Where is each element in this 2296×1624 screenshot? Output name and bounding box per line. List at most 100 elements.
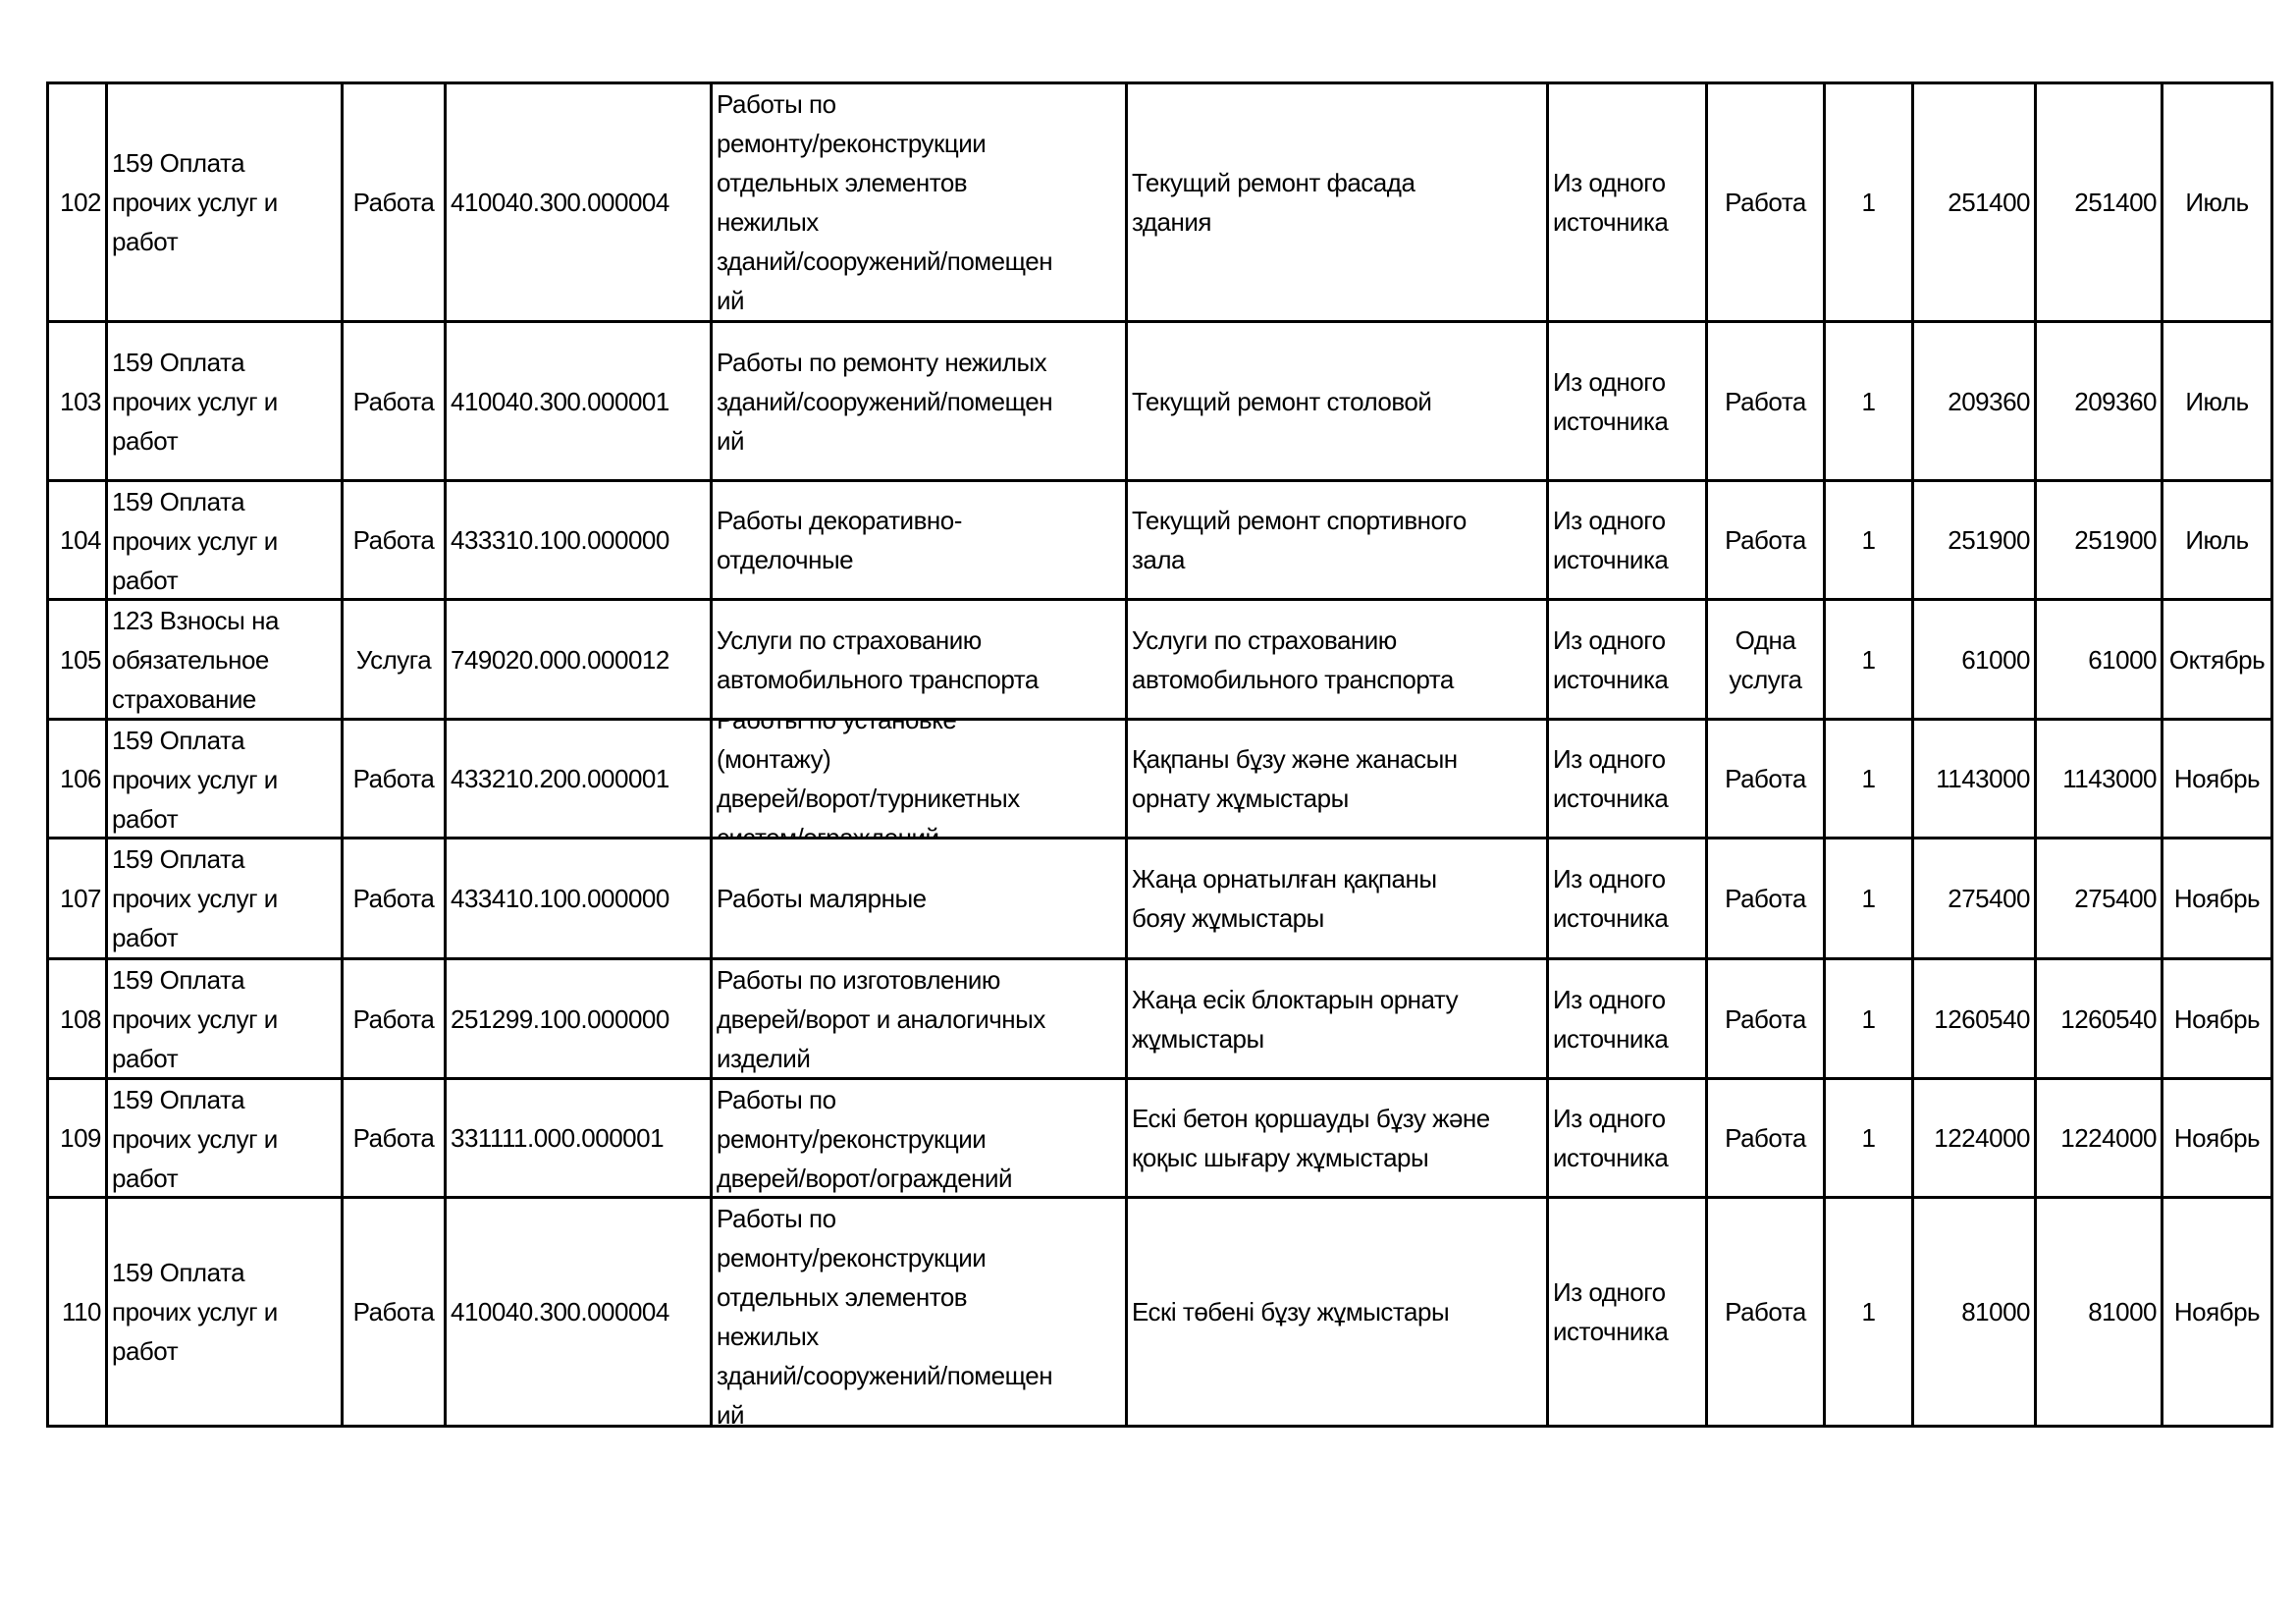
budget-article: 159 Оплата прочих услуг и работ [112,347,278,456]
item-code: 251299.100.000000 [451,1003,669,1034]
row-number: 103 [60,386,101,416]
quantity-cell: 1 [1823,1077,1914,1199]
table-row: 110 159 Оплата прочих услуг и работ Работа… [46,1196,2273,1428]
budget-article: 159 Оплата прочих услуг и работ [112,148,278,256]
item-name: Услуги по страхованию автомобильного тра… [717,624,1039,694]
budget-article-cell: 159 Оплата прочих услуг и работ [105,1196,344,1428]
procurement-month-cell: Июль [2161,320,2273,482]
item-name-cell: Работы по ремонту/реконструкции отдельны… [710,81,1128,323]
item-code-cell: 433410.100.000000 [444,837,713,960]
row-number: 108 [60,1003,101,1034]
total-sum: 1224000 [2060,1123,2157,1153]
budget-article: 159 Оплата прочих услуг и работ [112,1085,278,1193]
unit-price: 251400 [1948,188,2030,217]
item-type-cell: Работа [341,479,447,601]
total-sum-cell: 1260540 [2034,957,2163,1080]
budget-article-cell: 123 Взносы на обязательное страхование [105,598,344,721]
unit: Работа [1725,764,1806,793]
unit: Одна услуга [1729,624,1802,694]
unit: Работа [1725,525,1806,555]
procurement-month-cell: Июль [2161,479,2273,601]
item-code-cell: 410040.300.000004 [444,81,713,323]
item-code-cell: 251299.100.000000 [444,957,713,1080]
item-type: Работа [352,188,435,217]
quantity-cell: 1 [1823,320,1914,482]
total-sum-cell: 251400 [2034,81,2163,323]
item-description-cell: Жаңа есік блоктарын орнату жұмыстары [1125,957,1549,1080]
item-description-cell: Текущий ремонт столовой [1125,320,1549,482]
unit-price: 1224000 [1934,1123,2030,1153]
procurement-method: Из одного источника [1553,864,1669,933]
item-description: Текущий ремонт столовой [1132,386,1432,416]
item-type-cell: Работа [341,81,447,323]
quantity: 1 [1861,644,1876,675]
unit-price: 251900 [1948,525,2030,555]
total-sum-cell: 81000 [2034,1196,2163,1428]
unit-price: 275400 [1948,884,2030,913]
procurement-method-cell: Из одного источника [1546,479,1708,601]
item-code: 433210.200.000001 [451,764,669,793]
quantity-cell: 1 [1823,1196,1914,1428]
row-number-cell: 108 [46,957,108,1080]
row-number: 110 [62,1297,101,1326]
budget-article: 159 Оплата прочих услуг и работ [112,965,278,1073]
unit-cell: Работа [1705,479,1826,601]
total-sum: 81000 [2088,1297,2157,1326]
item-name-cell: Работы по ремонту/реконструкции отдельны… [710,1196,1128,1428]
procurement-method-cell: Из одного источника [1546,1077,1708,1199]
unit: Работа [1725,884,1806,913]
unit: Работа [1725,1123,1806,1153]
quantity: 1 [1861,1297,1876,1326]
item-name: Работы по изготовлению дверей/ворот и ан… [717,965,1045,1073]
table-row: 107 159 Оплата прочих услуг и работ Работа… [46,837,2273,960]
item-code-cell: 433210.200.000001 [444,718,713,839]
item-name: Работы по ремонту/реконструкции отдельны… [717,89,1053,315]
unit-price-cell: 61000 [1911,598,2037,721]
item-name-cell: Работы по ремонту нежилых зданий/сооруже… [710,320,1128,482]
total-sum: 61000 [2088,644,2157,675]
procurement-month: Ноябрь [2173,884,2261,913]
item-description: Ескі төбені бұзу жұмыстары [1132,1297,1450,1326]
item-type: Работа [352,884,435,913]
row-number-cell: 110 [46,1196,108,1428]
procurement-method-cell: Из одного источника [1546,320,1708,482]
unit-price: 1260540 [1934,1003,2030,1034]
unit-price: 61000 [1961,644,2030,675]
unit: Работа [1725,1003,1806,1034]
procurement-method-cell: Из одного источника [1546,837,1708,960]
procurement-method-cell: Из одного источника [1546,957,1708,1080]
quantity-cell: 1 [1823,957,1914,1080]
procurement-month: Июль [2185,188,2249,217]
procurement-method: Из одного источника [1553,1104,1669,1172]
item-description-cell: Ескі төбені бұзу жұмыстары [1125,1196,1549,1428]
procurement-month-cell: Октябрь [2161,598,2273,721]
quantity-cell: 1 [1823,81,1914,323]
item-description: Қақпаны бұзу және жанасын орнату жұмыста… [1132,744,1458,813]
procurement-month-cell: Ноябрь [2161,1196,2273,1428]
budget-article-cell: 159 Оплата прочих услуг и работ [105,81,344,323]
item-code-cell: 410040.300.000004 [444,1196,713,1428]
unit-price-cell: 1143000 [1911,718,2037,839]
budget-article-cell: 159 Оплата прочих услуг и работ [105,320,344,482]
item-code: 433310.100.000000 [451,525,669,555]
unit: Работа [1725,386,1806,416]
item-type: Услуга [355,644,432,675]
item-description: Текущий ремонт фасада здания [1132,168,1415,237]
quantity-cell: 1 [1823,837,1914,960]
procurement-method-cell: Из одного источника [1546,718,1708,839]
item-type: Работа [352,1297,435,1326]
unit-cell: Одна услуга [1705,598,1826,721]
quantity: 1 [1861,525,1876,555]
procurement-method: Из одного источника [1553,624,1669,694]
table-row: 105 123 Взносы на обязательное страховани… [46,598,2273,721]
item-type: Работа [352,525,435,555]
procurement-method-cell: Из одного источника [1546,1196,1708,1428]
unit-cell: Работа [1705,837,1826,960]
quantity: 1 [1861,764,1876,793]
item-name-cell: Работы малярные [710,837,1128,960]
total-sum-cell: 251900 [2034,479,2163,601]
procurement-month: Июль [2185,525,2249,555]
quantity: 1 [1861,188,1876,217]
procurement-method: Из одного источника [1553,506,1669,574]
item-description-cell: Текущий ремонт спортивного зала [1125,479,1549,601]
